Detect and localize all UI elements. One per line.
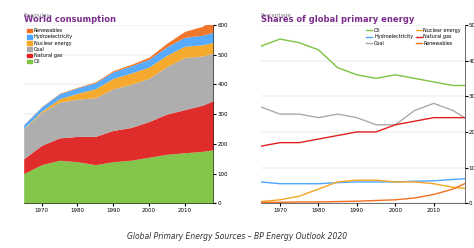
Legend: Oil, Hydroelectricity, Coal, Nuclear energy, Natural gas, Renewables: Oil, Hydroelectricity, Coal, Nuclear ene…: [365, 27, 462, 47]
Text: World consumption: World consumption: [24, 15, 116, 24]
Legend: Renewables, Hydroelectricity, Nuclear energy, Coal, Natural gas, Oil: Renewables, Hydroelectricity, Nuclear en…: [26, 27, 74, 65]
Text: Global Primary Energy Sources – BP Energy Outlook 2020: Global Primary Energy Sources – BP Energ…: [127, 232, 347, 241]
Text: Exajoules: Exajoules: [24, 13, 50, 18]
Text: Percentage: Percentage: [261, 13, 292, 18]
Text: Shares of global primary energy: Shares of global primary energy: [261, 15, 414, 24]
